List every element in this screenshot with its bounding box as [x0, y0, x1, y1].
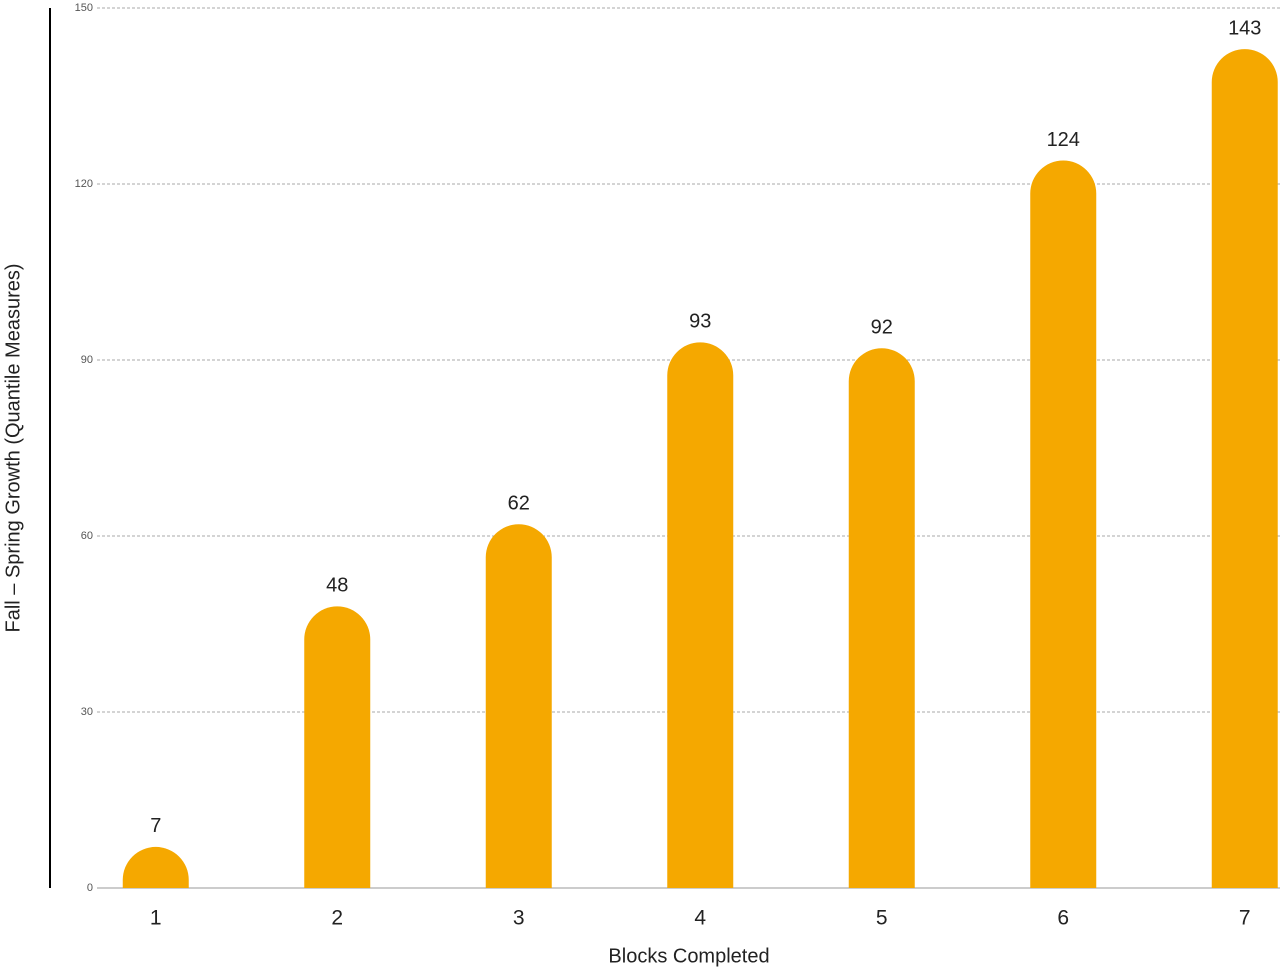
value-label: 143 — [1228, 17, 1261, 39]
bar — [485, 524, 552, 888]
bar — [122, 846, 189, 888]
y-tick-label: 0 — [87, 882, 93, 894]
x-tick-label: 5 — [876, 907, 888, 930]
bar — [304, 606, 371, 888]
value-label: 7 — [150, 815, 161, 837]
x-tick-label: 2 — [331, 907, 343, 930]
x-tick-label: 4 — [694, 907, 706, 930]
y-tick-label: 60 — [81, 530, 93, 542]
x-tick-label: 7 — [1239, 907, 1251, 930]
value-label: 62 — [508, 493, 530, 515]
bar — [1030, 160, 1097, 889]
value-label: 92 — [871, 317, 893, 339]
y-tick-label: 120 — [75, 178, 93, 190]
x-tick-label: 6 — [1057, 907, 1069, 930]
x-tick-label: 1 — [150, 907, 162, 930]
x-axis-title: Blocks Completed — [608, 945, 769, 967]
bar — [667, 342, 734, 888]
y-tick-label: 30 — [81, 706, 93, 718]
bar — [848, 348, 915, 888]
bar — [1211, 49, 1278, 889]
value-label: 124 — [1047, 129, 1080, 151]
y-tick-label: 90 — [81, 354, 93, 366]
value-label: 48 — [326, 575, 348, 597]
y-axis-title: Fall – Spring Growth (Quantile Measures) — [2, 263, 24, 632]
value-label: 93 — [689, 311, 711, 333]
x-tick-label: 3 — [513, 907, 525, 930]
y-tick-label: 150 — [75, 2, 93, 14]
